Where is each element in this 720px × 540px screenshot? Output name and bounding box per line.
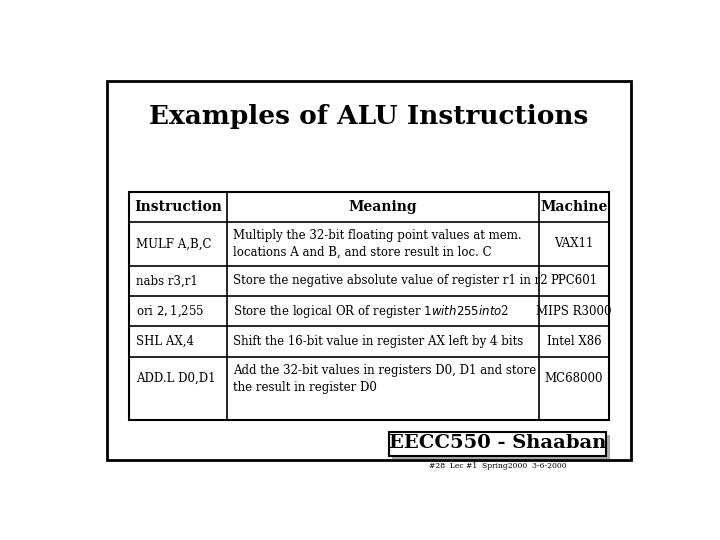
Text: MIPS R3000: MIPS R3000	[536, 305, 612, 318]
Text: SHL AX,4: SHL AX,4	[136, 335, 194, 348]
Text: ori $2,$1,255: ori $2,$1,255	[136, 303, 204, 319]
Text: Shift the 16-bit value in register AX left by 4 bits: Shift the 16-bit value in register AX le…	[233, 335, 523, 348]
Text: Examples of ALU Instructions: Examples of ALU Instructions	[149, 104, 589, 129]
Bar	[129, 192, 609, 420]
Bar	[392, 435, 610, 460]
Bar	[389, 433, 606, 456]
Text: #28  Lec #1  Spring2000  3-6-2000: #28 Lec #1 Spring2000 3-6-2000	[428, 462, 566, 470]
Text: Meaning: Meaning	[348, 200, 418, 214]
Text: VAX11: VAX11	[554, 237, 594, 251]
Text: PPC601: PPC601	[551, 274, 598, 287]
Text: ADD.L D0,D1: ADD.L D0,D1	[136, 372, 215, 385]
Text: Add the 32-bit values in registers D0, D1 and store
the result in register D0: Add the 32-bit values in registers D0, D…	[233, 363, 536, 394]
Text: Multiply the 32-bit floating point values at mem.
locations A and B, and store r: Multiply the 32-bit floating point value…	[233, 229, 522, 259]
Text: Machine: Machine	[541, 200, 608, 214]
Text: Instruction: Instruction	[134, 200, 222, 214]
Text: nabs r3,r1: nabs r3,r1	[136, 274, 197, 287]
Text: MC68000: MC68000	[545, 372, 603, 385]
Text: Store the logical OR of register $1 with 255 into $2: Store the logical OR of register $1 with…	[233, 302, 510, 320]
Text: EECC550 - Shaaban: EECC550 - Shaaban	[389, 434, 606, 452]
Text: Store the negative absolute value of register r1 in r2: Store the negative absolute value of reg…	[233, 274, 548, 287]
Text: MULF A,B,C: MULF A,B,C	[136, 237, 211, 251]
Text: Intel X86: Intel X86	[546, 335, 601, 348]
